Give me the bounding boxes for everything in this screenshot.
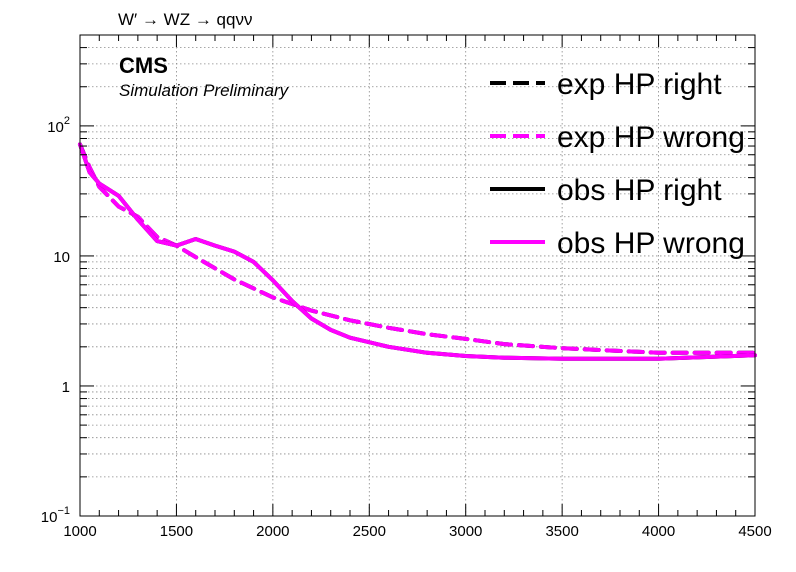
x-tick-label: 4000 bbox=[642, 523, 675, 540]
x-tick-label: 2500 bbox=[353, 523, 386, 540]
y-tick-label: 102 bbox=[47, 115, 70, 136]
grid bbox=[80, 35, 755, 516]
y-tick-label: 10 bbox=[53, 249, 70, 266]
series-line-exp-hp-wrong bbox=[78, 142, 757, 355]
x-tick-label: 4500 bbox=[738, 523, 771, 540]
chart-subtitle: Simulation Preliminary bbox=[119, 81, 290, 100]
x-tick-label: 3500 bbox=[545, 523, 578, 540]
axis-tick-labels: 1000 1500 2000 2500 3000 3500 4000 4500 10−1 1 10 1… bbox=[41, 115, 772, 540]
legend-label: obs HP wrong bbox=[557, 227, 745, 260]
legend-label: obs HP right bbox=[557, 174, 722, 207]
chart-title: W′ → WZ → qqνν bbox=[118, 10, 252, 29]
x-tick-label: 2000 bbox=[256, 523, 289, 540]
series-line-obs-hp-wrong bbox=[78, 142, 757, 361]
x-tick-label: 1500 bbox=[160, 523, 193, 540]
y-tick-label: 1 bbox=[62, 379, 70, 396]
x-tick-label: 3000 bbox=[449, 523, 482, 540]
legend-label: exp HP right bbox=[557, 68, 722, 101]
legend-label: exp HP wrong bbox=[557, 121, 745, 154]
x-tick-label: 1000 bbox=[63, 523, 96, 540]
series-lines bbox=[78, 142, 757, 361]
axis-ticks bbox=[79, 34, 756, 517]
y-tick-label: 10−1 bbox=[41, 505, 70, 526]
cms-label: CMS bbox=[119, 53, 168, 78]
plot-frame bbox=[79, 34, 756, 517]
legend: exp HP right exp HP wrong obs HP right obs … bbox=[490, 68, 745, 260]
